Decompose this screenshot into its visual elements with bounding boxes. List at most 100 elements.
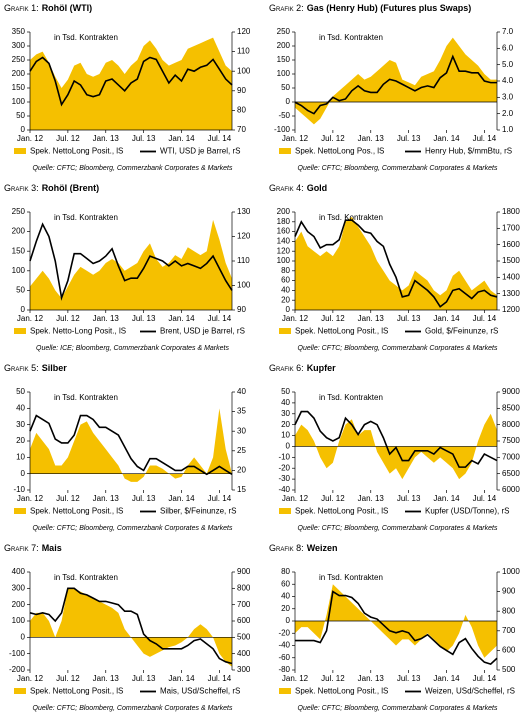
x-tick-label: Jul. 12: [321, 674, 345, 683]
line: [295, 590, 498, 666]
x-tick-label: Jul. 14: [473, 314, 497, 323]
y-tick-label: 0: [21, 632, 26, 641]
y2-tick-label: 3.0: [502, 92, 514, 101]
x-tick-label: Jan. 13: [358, 494, 385, 503]
chart: Grafik 5: Silber -10 0 10 20 30 40 50 15 20 25 30 35 4…: [4, 363, 246, 531]
y-tick-label: 300: [12, 41, 26, 50]
x-tick-label: Jan. 12: [282, 134, 309, 143]
legend-label: Spek. NettoLong Posit., lS: [295, 507, 388, 516]
chart: Grafik 3: Rohöl (Brent) 0 50 100 150 200 250 90 1…: [4, 183, 251, 351]
x-tick-label: Jul. 14: [208, 494, 232, 503]
y-tick-label: 50: [16, 111, 25, 120]
y2-tick-label: 1600: [502, 240, 520, 249]
y-tick-label: 350: [12, 27, 26, 36]
annotation: in Tsd. Kontrakten: [319, 573, 383, 582]
y-tick-label: 40: [16, 403, 25, 412]
area: [30, 588, 232, 667]
y-tick-label: 100: [277, 256, 291, 265]
y-tick-label: 80: [281, 567, 290, 576]
x-tick-label: Jan. 12: [17, 674, 44, 683]
y-tick-label: -10: [13, 485, 25, 494]
line: [29, 222, 233, 301]
source: Quelle: CFTC; Bloomberg, Commerzbank Cor…: [33, 705, 233, 712]
x-tick-label: Jan. 12: [282, 314, 309, 323]
x-tick-label: Jul. 13: [132, 134, 156, 143]
x-tick-label: Jan. 14: [433, 674, 460, 683]
chart-title: Grafik 6: Kupfer: [269, 363, 336, 373]
y-tick-label: 10: [16, 452, 25, 461]
x-tick-label: Jul. 14: [473, 674, 497, 683]
source: Quelle: ICE; Bloomberg, Commerzbank Corp…: [36, 345, 229, 352]
x-tick-label: Jan. 12: [17, 134, 44, 143]
y-tick-label: -10: [278, 452, 290, 461]
y-tick-label: -80: [278, 665, 290, 674]
chart-title-text: Rohöl (Brent): [42, 183, 100, 193]
y2-tick-label: 400: [237, 649, 251, 658]
y-tick-label: 200: [277, 41, 291, 50]
y-tick-label: 140: [277, 237, 291, 246]
legend-swatch: [14, 328, 26, 334]
y2-tick-label: 25: [237, 446, 246, 455]
x-tick-label: Jan. 12: [17, 314, 44, 323]
source: Quelle: CFTC; Bloomberg, Commerzbank Cor…: [298, 345, 498, 352]
y-tick-label: 60: [281, 276, 290, 285]
y2-tick-label: 1200: [502, 305, 520, 314]
legend-label: Spek. NettoLong Posit., lS: [295, 687, 388, 696]
chart-title: Grafik 5: Silber: [4, 363, 67, 373]
annotation: in Tsd. Kontrakten: [319, 213, 383, 222]
y-tick-label: 250: [12, 207, 26, 216]
y-tick-label: -200: [9, 665, 26, 674]
y2-tick-label: 7.0: [502, 27, 514, 36]
y2-tick-label: 2.0: [502, 109, 514, 118]
y-tick-label: 200: [12, 69, 26, 78]
y2-tick-label: 90: [237, 86, 246, 95]
y-tick-label: 40: [281, 286, 290, 295]
y-tick-label: 0: [286, 97, 291, 106]
x-tick-label: Jul. 12: [321, 494, 345, 503]
legend-swatch: [279, 148, 291, 154]
y2-tick-label: 130: [237, 207, 251, 216]
x-tick-label: Jul. 14: [473, 494, 497, 503]
y2-tick-label: 20: [237, 466, 246, 475]
x-tick-label: Jan. 13: [358, 134, 385, 143]
y-tick-label: 30: [281, 409, 290, 418]
chart: Grafik 2: Gas (Henry Hub) (Futures plus S…: [269, 3, 514, 171]
y-tick-label: 200: [277, 207, 291, 216]
legend-label: Gold, $/Feinunze, rS: [425, 327, 498, 336]
x-tick-label: Jan. 13: [358, 674, 385, 683]
x-tick-label: Jul. 13: [397, 494, 421, 503]
annotation: in Tsd. Kontrakten: [54, 33, 118, 42]
y-tick-label: 200: [12, 227, 26, 236]
source: Quelle: CFTC; Bloomberg, Commerzbank Cor…: [33, 525, 233, 532]
legend-label: Spek. NettoLong Posit., lS: [30, 147, 123, 156]
chart: Grafik 1: Rohöl (WTI) 0 50 100 150 200 250 300 35…: [4, 3, 251, 171]
y-tick-label: -30: [278, 474, 290, 483]
x-tick-label: Jul. 14: [208, 674, 232, 683]
y2-tick-label: 110: [237, 47, 250, 56]
x-tick-label: Jan. 14: [168, 314, 195, 323]
x-tick-label: Jan. 13: [93, 314, 120, 323]
source: Quelle: CFTC; Bloomberg, Commerzbank Cor…: [298, 705, 498, 712]
x-tick-label: Jan. 13: [93, 134, 120, 143]
y2-tick-label: 800: [237, 583, 251, 592]
x-tick-label: Jul. 14: [473, 134, 497, 143]
legend-label: WTI, USD je Barrel, rS: [160, 147, 240, 156]
y-tick-label: 0: [21, 305, 26, 314]
source: Quelle: CFTC; Bloomberg, Commerzbank Cor…: [298, 165, 498, 172]
y-tick-label: -40: [278, 485, 290, 494]
y2-tick-label: 1.0: [502, 125, 514, 134]
y2-tick-label: 90: [237, 305, 246, 314]
legend-label: Silber, $/Feinunze, rS: [160, 507, 236, 516]
x-tick-label: Jan. 14: [433, 494, 460, 503]
line: [29, 56, 233, 107]
chart-label: Grafik 4:: [269, 183, 304, 193]
x-tick-label: Jul. 12: [56, 674, 80, 683]
source: Quelle: CFTC; Bloomberg, Commerzbank Cor…: [298, 525, 498, 532]
y-tick-label: 0: [21, 469, 26, 478]
y2-tick-label: 8500: [502, 403, 520, 412]
y2-tick-label: 1000: [502, 567, 520, 576]
y2-tick-label: 120: [237, 27, 251, 36]
y2-tick-label: 8000: [502, 420, 520, 429]
y2-tick-label: 5.0: [502, 60, 514, 69]
y2-tick-label: 600: [237, 616, 251, 625]
